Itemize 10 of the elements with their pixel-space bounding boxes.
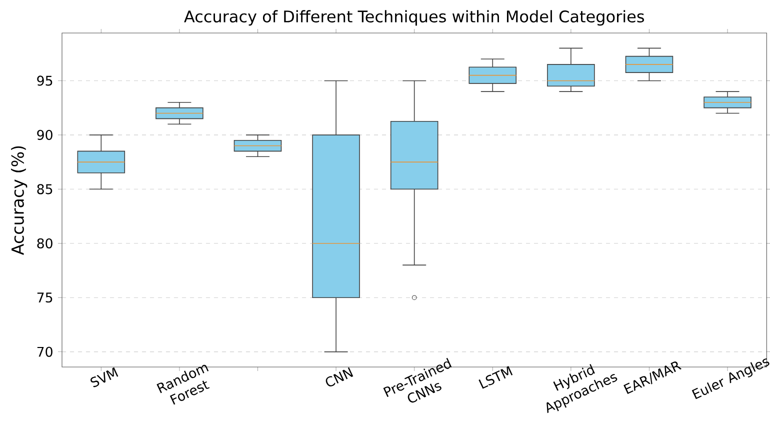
y-tick-label: 75: [37, 292, 52, 303]
y-tick-label: 95: [37, 76, 52, 86]
chart-title: Accuracy of Different Techniques within Model Categories: [184, 10, 644, 26]
y-tick-label: 70: [37, 346, 52, 357]
y-axis-title: Accuracy (%): [11, 146, 28, 255]
y-tick-label: 85: [37, 184, 52, 194]
x-tick-label: CNN: [326, 367, 354, 386]
y-tick-label: 80: [37, 238, 52, 248]
x-tick-label: SVM: [90, 367, 118, 388]
y-tick-label: 90: [37, 130, 52, 140]
